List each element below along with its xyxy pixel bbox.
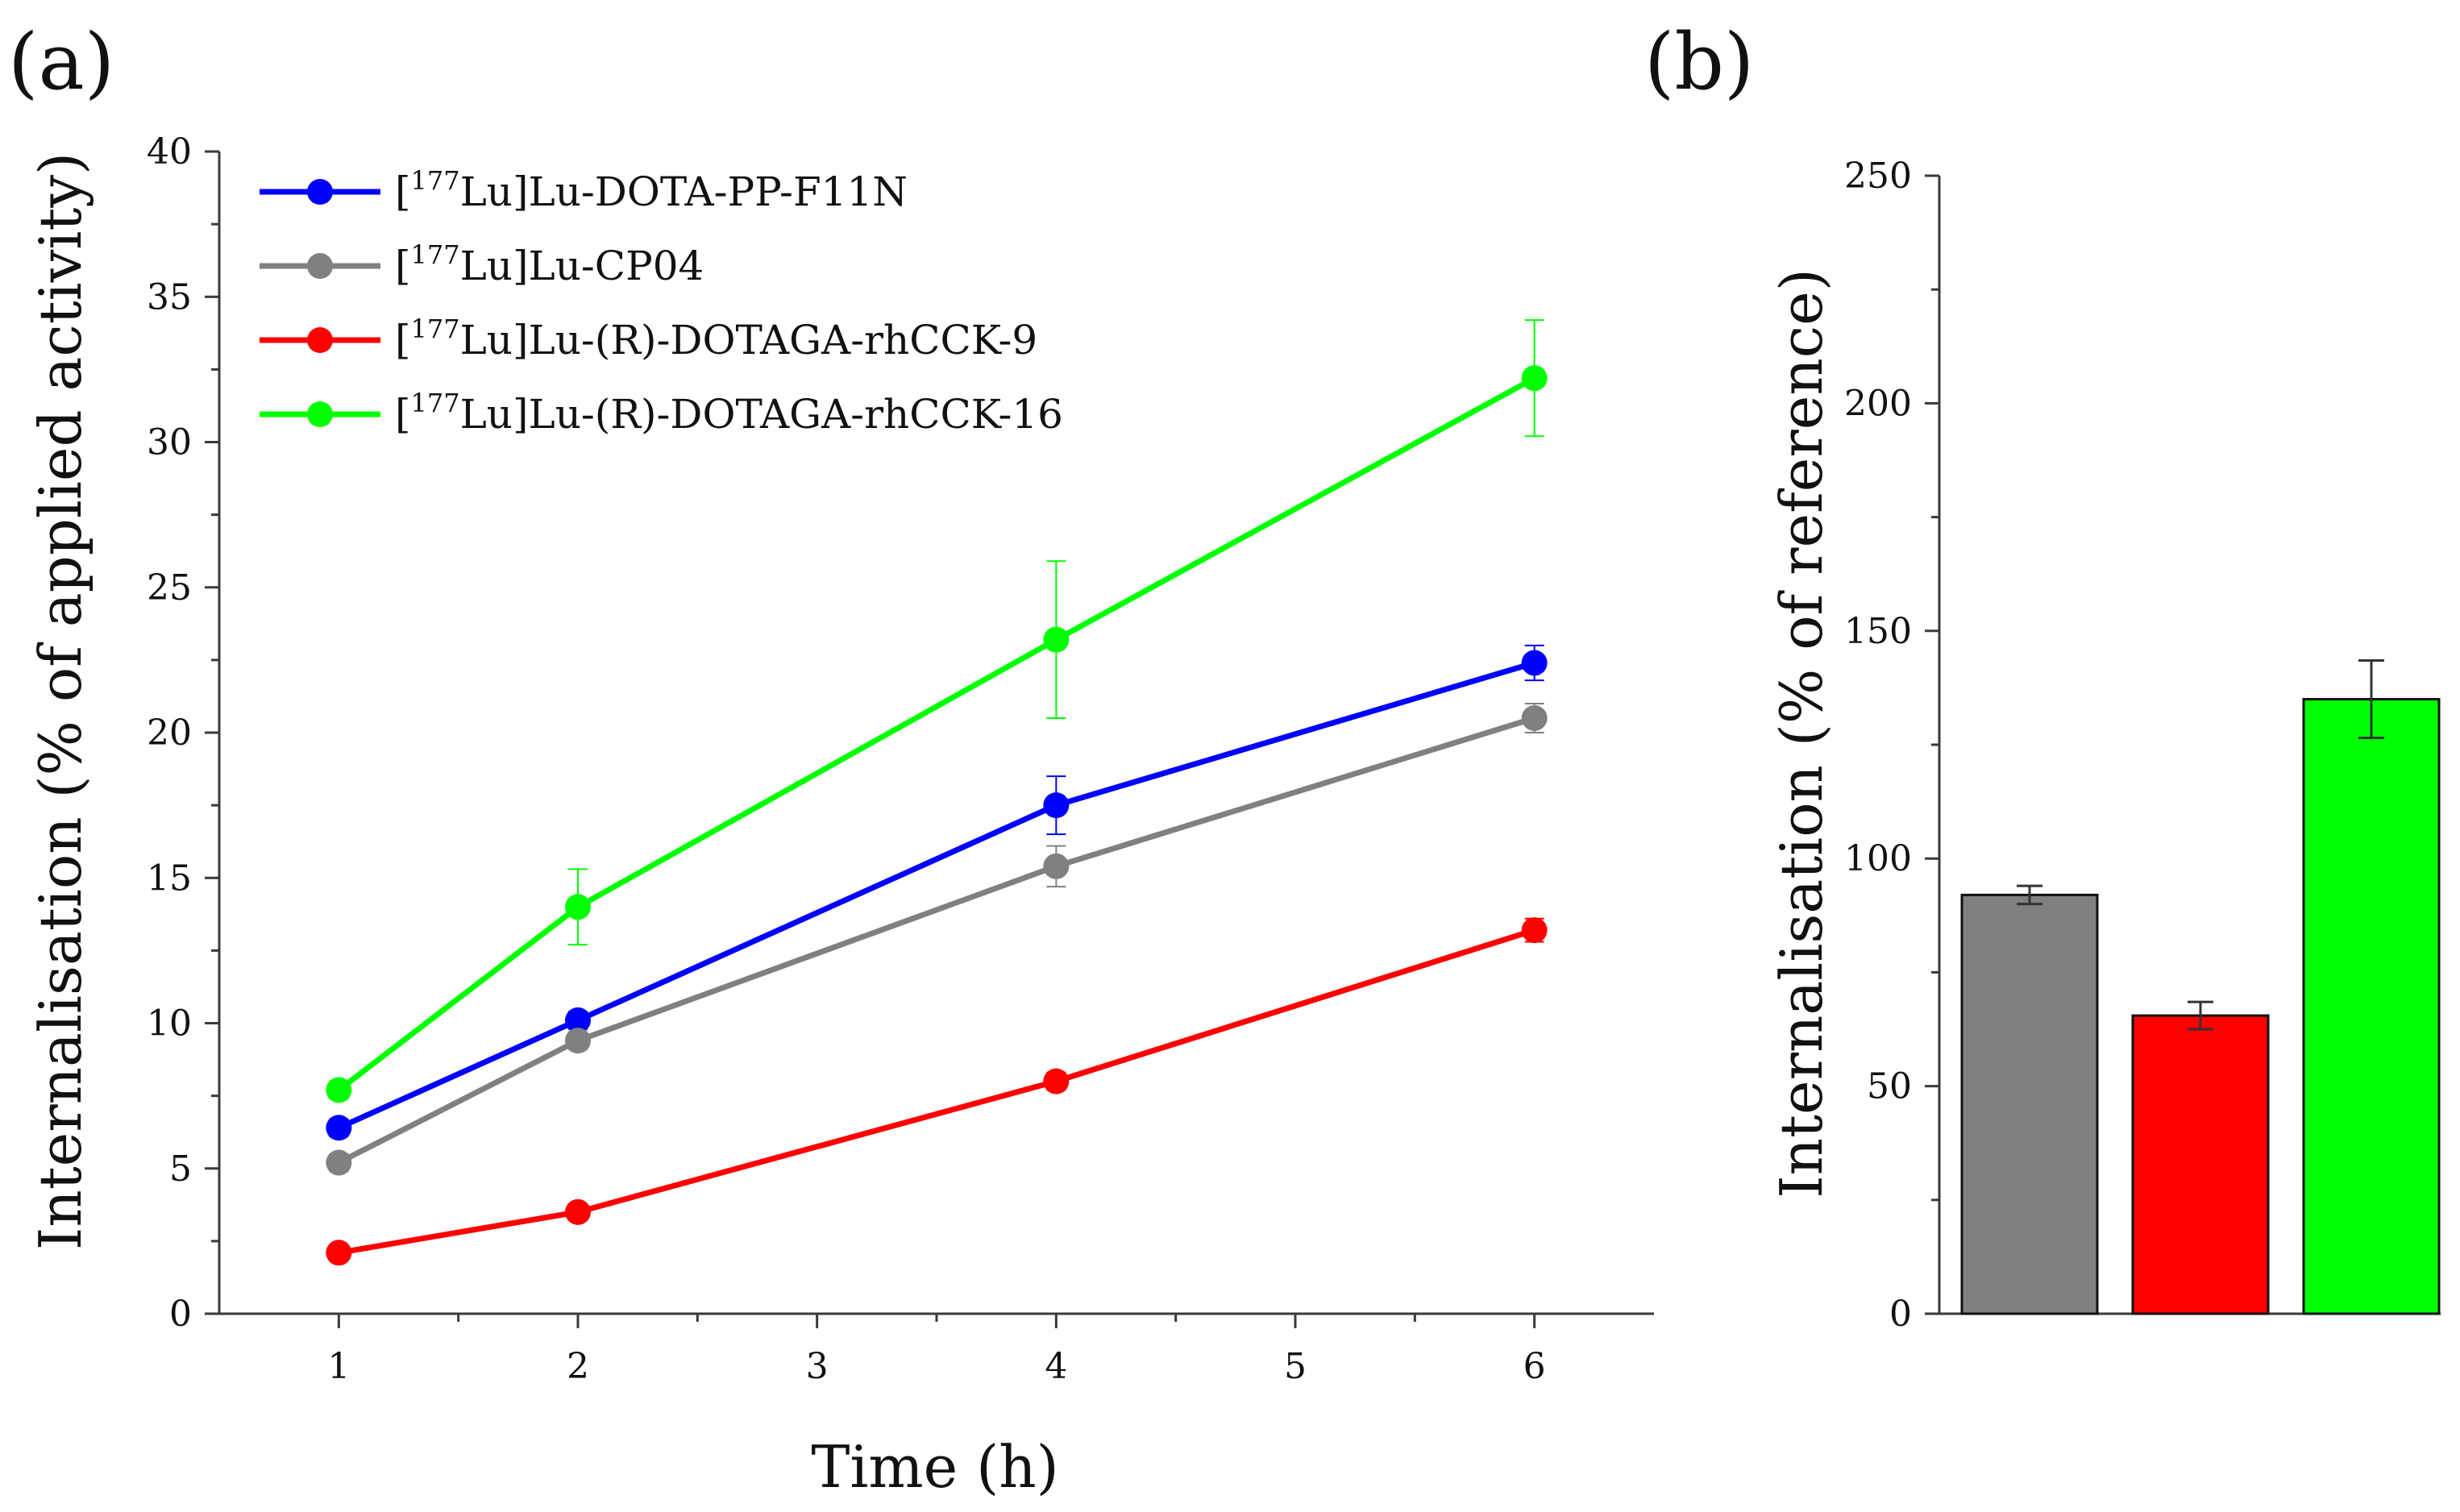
data-point (326, 1115, 352, 1141)
series-[177Lu]Lu-(R)-DOTAGA-rhCCK-16 (326, 319, 1548, 1103)
panel-a-y-tick-label: 20 (147, 712, 192, 754)
panel-b-y-tick-label: 200 (1844, 383, 1912, 424)
data-point (326, 1077, 352, 1103)
data-point (326, 1149, 352, 1176)
legend-label: [177Lu]Lu-CP04 (395, 239, 704, 289)
legend-marker (307, 401, 333, 427)
data-point (326, 1240, 352, 1266)
panel-a-y-tick-label: 35 (147, 276, 192, 318)
panel-a-y-tick-label: 15 (147, 858, 192, 899)
data-point (1521, 917, 1548, 944)
data-point (565, 1007, 591, 1033)
panel-a-x-tick-label: 3 (806, 1346, 829, 1387)
legend-item: [177Lu]Lu-CP04 (260, 239, 704, 289)
panel-b-label: (b) (1644, 17, 1754, 107)
panel-a-x-tick-label: 1 (327, 1346, 350, 1387)
legend-label: [177Lu]Lu-(R)-DOTAGA-rhCCK-16 (395, 388, 1063, 438)
series-[177Lu]Lu-(R)-DOTAGA-rhCCK-9 (326, 917, 1548, 1266)
panel-b-y-axis-label: Internalisation (% of reference) (1768, 268, 1835, 1198)
panel-a-x-tick-label: 2 (567, 1346, 589, 1387)
series-line (337, 715, 1535, 1165)
panel-a-y-tick-label: 10 (147, 1003, 192, 1045)
legend-label: [177Lu]Lu-(R)-DOTAGA-rhCCK-9 (395, 314, 1037, 363)
panel-b-y-tick-label: 100 (1844, 838, 1912, 879)
panel-a-x-tick-label: 6 (1523, 1346, 1546, 1387)
panel-b-y-tick-label: 250 (1844, 156, 1912, 197)
panel-a-y-tick-label: 5 (169, 1149, 192, 1190)
data-point (1043, 626, 1070, 653)
data-point (1043, 1068, 1070, 1095)
panel-a-series (326, 319, 1548, 1266)
panel-a-line-chart: (a) 0 5 10 15 20 25 30 35 40 1 2 3 4 5 6 Internalisati… (8, 17, 1654, 1501)
data-point (565, 894, 591, 920)
panel-a-x-tick-label: 4 (1045, 1346, 1067, 1387)
legend-item: [177Lu]Lu-(R)-DOTAGA-rhCCK-16 (260, 388, 1063, 438)
panel-b-y-tick-label: 50 (1867, 1066, 1912, 1107)
panel-a-x-tick-label: 5 (1284, 1346, 1307, 1387)
data-point (565, 1198, 591, 1225)
panel-a-legend: [177Lu]Lu-DOTA-PP-F11N [177Lu]Lu-CP04 [177… (260, 165, 1063, 438)
legend-marker (307, 253, 333, 279)
bar-[177Lu]Lu-(R)-DOTAGA-rhCCK-16 (2302, 698, 2441, 1315)
panel-a-y-tick-label: 0 (169, 1294, 192, 1335)
panel-b-bar-chart: (b) 0 50 100 150 200 250 Internalisation (% o… (1644, 17, 2441, 1335)
panel-a-y-tick-label: 25 (147, 567, 192, 609)
legend-item: [177Lu]Lu-DOTA-PP-F11N (260, 165, 908, 215)
legend-marker (307, 179, 333, 205)
panel-a-y-tick-label: 30 (147, 422, 192, 463)
legend-marker (307, 327, 333, 353)
bar-[177Lu]Lu-(R)-DOTAGA-rhCCK-9 (2131, 1014, 2270, 1315)
series-[177Lu]Lu-CP04 (326, 702, 1548, 1176)
legend-label: [177Lu]Lu-DOTA-PP-F11N (395, 165, 908, 215)
data-point (565, 1028, 591, 1054)
data-point (1043, 792, 1070, 819)
series-line (338, 927, 1535, 1256)
data-point (1521, 650, 1548, 676)
data-point (1521, 365, 1548, 392)
panel-b-bars (1960, 659, 2441, 1315)
panel-a-y-axis-label: Internalisation (% of applied activity) (27, 152, 94, 1250)
panel-b-y-tick-label: 150 (1844, 611, 1912, 652)
bar-[177Lu]Lu-CP04 (1960, 893, 2099, 1315)
panel-a-y-tick-label: 40 (147, 131, 192, 172)
panel-a-label: (a) (8, 17, 114, 107)
series-[177Lu]Lu-DOTA-PP-F11N (326, 644, 1548, 1141)
series-line (337, 660, 1535, 1131)
series-line (337, 376, 1536, 1093)
panel-b-y-tick-label: 0 (1889, 1294, 1912, 1335)
legend-item: [177Lu]Lu-(R)-DOTAGA-rhCCK-9 (260, 314, 1037, 363)
data-point (1043, 853, 1070, 879)
panel-a-x-axis-label: Time (h) (811, 1433, 1058, 1501)
panel-a-axes: 0 5 10 15 20 25 30 35 40 1 2 3 4 5 6 (147, 131, 1654, 1387)
data-point (1521, 704, 1548, 731)
